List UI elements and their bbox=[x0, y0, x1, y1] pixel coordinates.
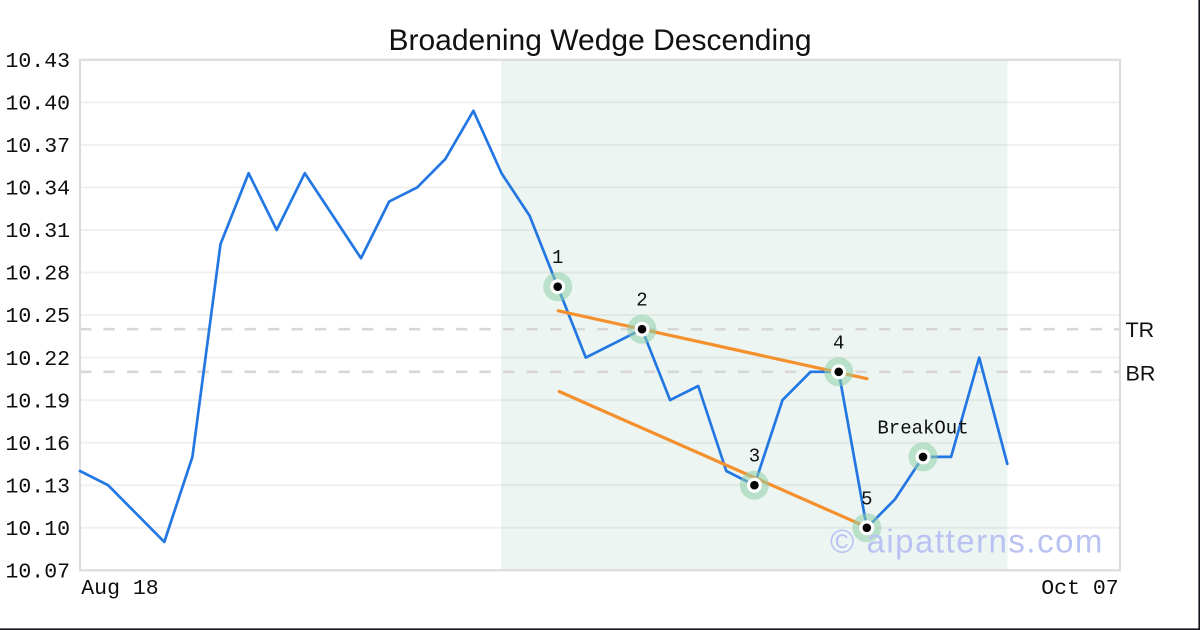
svg-text:10.16: 10.16 bbox=[5, 433, 70, 457]
svg-text:10.25: 10.25 bbox=[5, 305, 70, 329]
svg-text:10.22: 10.22 bbox=[5, 348, 70, 372]
svg-text:10.43: 10.43 bbox=[5, 50, 70, 74]
svg-text:Oct 07: Oct 07 bbox=[1041, 577, 1118, 601]
svg-text:10.31: 10.31 bbox=[5, 220, 70, 244]
svg-text:3: 3 bbox=[749, 446, 760, 468]
svg-text:© aipatterns.com: © aipatterns.com bbox=[830, 523, 1104, 560]
svg-text:10.40: 10.40 bbox=[5, 93, 70, 117]
svg-text:10.13: 10.13 bbox=[5, 475, 70, 499]
svg-text:10.34: 10.34 bbox=[5, 178, 70, 202]
svg-text:1: 1 bbox=[552, 247, 563, 269]
svg-text:5: 5 bbox=[861, 488, 872, 510]
svg-text:10.19: 10.19 bbox=[5, 390, 70, 414]
svg-text:TR: TR bbox=[1126, 318, 1155, 342]
svg-text:Aug 18: Aug 18 bbox=[81, 577, 158, 601]
svg-text:4: 4 bbox=[833, 332, 844, 354]
svg-text:Broadening Wedge Descending: Broadening Wedge Descending bbox=[388, 24, 811, 57]
svg-text:2: 2 bbox=[636, 290, 647, 312]
svg-text:10.10: 10.10 bbox=[5, 518, 70, 542]
svg-text:BR: BR bbox=[1126, 361, 1156, 385]
svg-text:10.07: 10.07 bbox=[5, 561, 70, 585]
svg-text:10.28: 10.28 bbox=[5, 263, 70, 287]
svg-text:10.37: 10.37 bbox=[5, 135, 70, 159]
svg-text:BreakOut: BreakOut bbox=[877, 417, 968, 439]
